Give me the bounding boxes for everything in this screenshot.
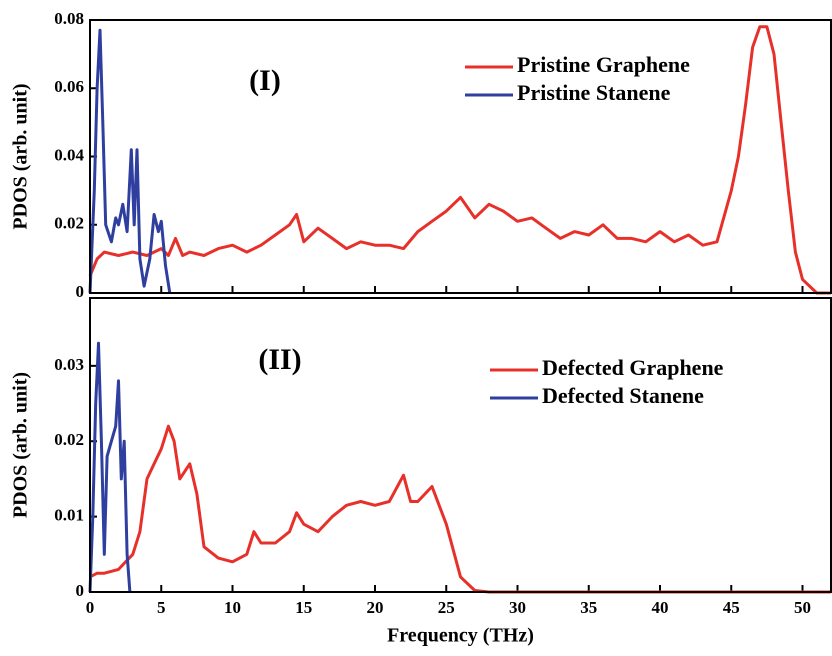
- x-axis-label: Frequency (THz): [387, 625, 534, 647]
- y-tick-label: 0: [76, 282, 85, 301]
- x-tick-label: 35: [580, 598, 597, 617]
- y-tick-label: 0.04: [54, 145, 84, 164]
- x-tick-label: 30: [509, 598, 526, 617]
- y-axis-label: PDOS (arb. unit): [10, 83, 32, 229]
- y-tick-label: 0.02: [54, 430, 84, 449]
- annotation: (II): [258, 343, 301, 376]
- plot-frame: [89, 19, 832, 294]
- line: [88, 25, 831, 295]
- y-tick-label: 0.03: [54, 355, 84, 374]
- legend-label: Pristine Stanene: [517, 80, 671, 105]
- legend-label: Defected Graphene: [542, 355, 724, 380]
- x-tick-label: 40: [652, 598, 669, 617]
- x-tick-label: 15: [295, 598, 312, 617]
- x-tick-label: 50: [794, 598, 811, 617]
- x-tick-label: 20: [367, 598, 384, 617]
- y-tick-label: 0.06: [54, 77, 84, 96]
- legend-label: Pristine Graphene: [517, 52, 690, 77]
- plot-frame: [89, 297, 832, 593]
- line: [88, 28, 172, 294]
- x-tick-label: 5: [157, 598, 166, 617]
- annotation: (I): [249, 64, 281, 97]
- y-tick-label: 0.08: [54, 9, 84, 28]
- y-tick-label: 0.01: [54, 506, 84, 525]
- y-axis-label: PDOS (arb. unit): [10, 372, 32, 518]
- x-tick-label: 0: [86, 598, 95, 617]
- y-tick-label: 0: [76, 581, 85, 600]
- x-tick-label: 10: [224, 598, 241, 617]
- line: [89, 424, 831, 594]
- x-tick-label: 45: [723, 598, 740, 617]
- y-tick-label: 0.02: [54, 214, 84, 233]
- x-tick-label: 25: [438, 598, 455, 617]
- line: [88, 341, 132, 593]
- legend-label: Defected Stanene: [542, 383, 704, 408]
